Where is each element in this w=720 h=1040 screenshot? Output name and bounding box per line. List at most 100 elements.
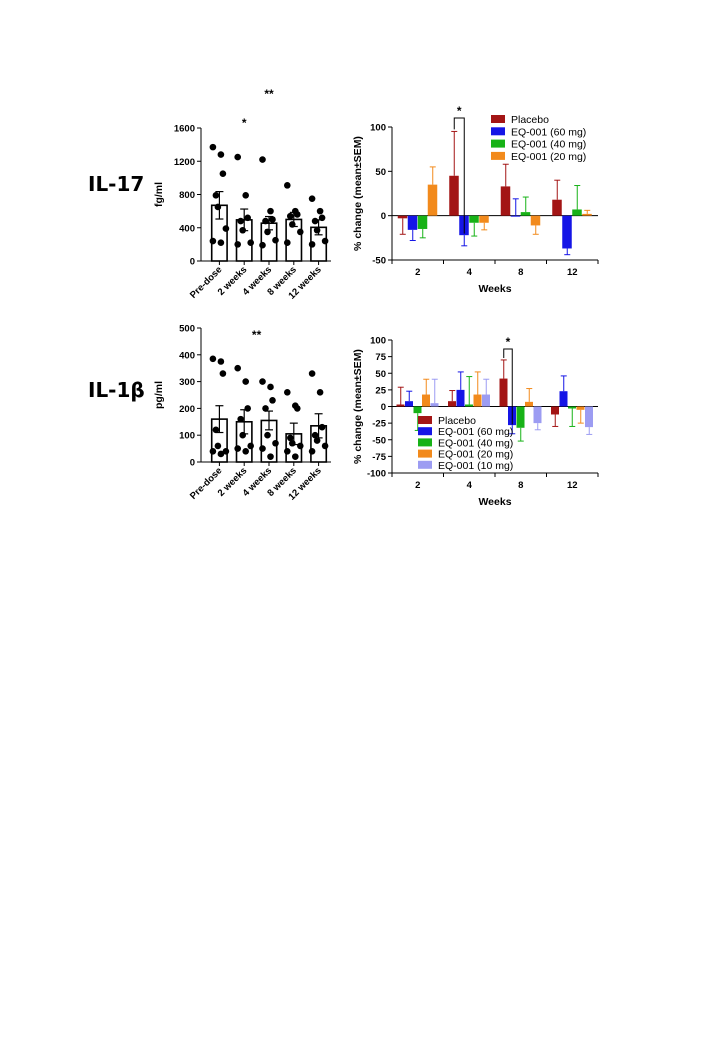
y-tick-label: 1200 (174, 157, 195, 168)
bar-eq-001-10-mg- (585, 406, 593, 428)
data-point (294, 211, 301, 218)
data-point (234, 153, 241, 161)
data-point (284, 182, 291, 189)
data-point (287, 212, 294, 220)
y-tick-label: -75 (372, 452, 386, 463)
y-tick-label: 0 (190, 257, 195, 268)
data-point (214, 203, 222, 211)
data-point (212, 426, 220, 434)
bar-placebo (499, 378, 508, 407)
data-point (308, 241, 316, 248)
data-point (259, 156, 266, 163)
bar-eq-001-60-mg- (559, 391, 568, 407)
bar-eq-001-40-mg- (520, 212, 531, 216)
data-point (287, 434, 294, 442)
data-point (321, 237, 329, 245)
data-point (237, 217, 244, 225)
data-point (237, 415, 244, 423)
bar-eq-001-10-mg- (533, 406, 542, 424)
significance-marker: * (506, 335, 511, 349)
bar-eq-001-20-mg- (525, 401, 533, 407)
y-tick-label: 100 (370, 336, 386, 347)
x-tick-label: 12 (567, 267, 578, 278)
data-point (222, 447, 230, 455)
x-tick-label: Pre-dose (188, 264, 225, 301)
bar-eq-001-10-mg- (430, 403, 439, 407)
y-tick-label: 300 (179, 377, 195, 388)
significance-marker: * (242, 116, 247, 130)
bar-eq-001-40-mg- (568, 406, 576, 409)
legend-label: EQ-001 (40 mg) (511, 139, 586, 151)
data-point (308, 447, 316, 455)
data-point (219, 370, 227, 377)
legend-swatch (491, 139, 505, 148)
legend-label: EQ-001 (60 mg) (511, 126, 586, 138)
legend-label: EQ-001 (10 mg) (438, 460, 513, 472)
legend-swatch (491, 115, 505, 123)
x-tick-label: 2 (415, 480, 420, 491)
data-point (219, 170, 227, 178)
y-tick-label: 75 (375, 352, 386, 363)
data-point (259, 445, 266, 452)
bar-eq-001-20-mg- (530, 215, 541, 226)
bar-placebo (448, 401, 456, 407)
legend-label: EQ-001 (20 mg) (438, 449, 513, 461)
data-point (292, 453, 299, 460)
significance-bracket (503, 348, 513, 425)
y-tick-label: 800 (179, 190, 195, 201)
y-axis-title: % change (mean±SEM) (352, 349, 364, 464)
data-point (269, 216, 276, 223)
data-point (308, 370, 316, 377)
data-point (311, 431, 319, 439)
x-tick-label: 4 (467, 480, 473, 491)
y-tick-label: 0 (190, 458, 195, 469)
legend-swatch (491, 151, 505, 160)
bar-placebo (397, 215, 408, 219)
bar-eq-001-40-mg- (413, 406, 422, 414)
bar-eq-001-40-mg- (465, 404, 473, 407)
legend-swatch (418, 438, 432, 447)
y-tick-label: 400 (179, 350, 195, 361)
data-point (313, 437, 321, 444)
y-tick-label: 400 (179, 223, 195, 234)
data-point (269, 397, 276, 404)
data-point (284, 389, 291, 396)
data-point (244, 405, 251, 412)
data-point (313, 226, 321, 234)
data-point (284, 447, 291, 455)
il17-percent-change-chart: -50 0 50 100 % change (mean±SEM) 2 4 8 12 Weeks * P… (352, 104, 599, 295)
x-tick-label: 8 (518, 480, 523, 491)
x-tick-label: 8 (518, 267, 523, 278)
data-point (242, 378, 249, 385)
x-tick-label: 12 (567, 480, 578, 491)
legend-swatch (418, 427, 432, 436)
significance-marker: ** (252, 328, 262, 342)
x-tick-label: 4 (467, 267, 473, 278)
data-point (247, 239, 254, 247)
bar-eq-001-20-mg- (473, 394, 482, 407)
significance-marker: ** (264, 87, 274, 101)
data-point (272, 439, 279, 447)
data-point (239, 431, 246, 439)
data-point (316, 207, 324, 215)
data-point (262, 405, 269, 412)
data-point (284, 239, 291, 247)
legend-swatch (418, 449, 432, 458)
x-axis-title: Weeks (478, 496, 511, 508)
data-point (297, 442, 304, 450)
legend-swatch (418, 416, 432, 424)
data-point (234, 445, 241, 452)
data-point (242, 192, 249, 199)
bar-placebo (500, 186, 511, 216)
bar-eq-001-20-mg- (427, 184, 438, 216)
bar-eq-001-60-mg- (510, 215, 521, 217)
y-tick-label: 0 (381, 402, 386, 413)
legend-label: Placebo (438, 415, 476, 427)
legend-label: Placebo (511, 114, 549, 126)
data-point (217, 358, 225, 365)
bar-eq-001-60-mg- (407, 215, 418, 230)
bar-placebo (552, 199, 562, 216)
row-label-il17: IL-17 (88, 172, 144, 196)
y-axis-title: % change (mean±SEM) (352, 136, 364, 251)
data-point (259, 378, 266, 385)
